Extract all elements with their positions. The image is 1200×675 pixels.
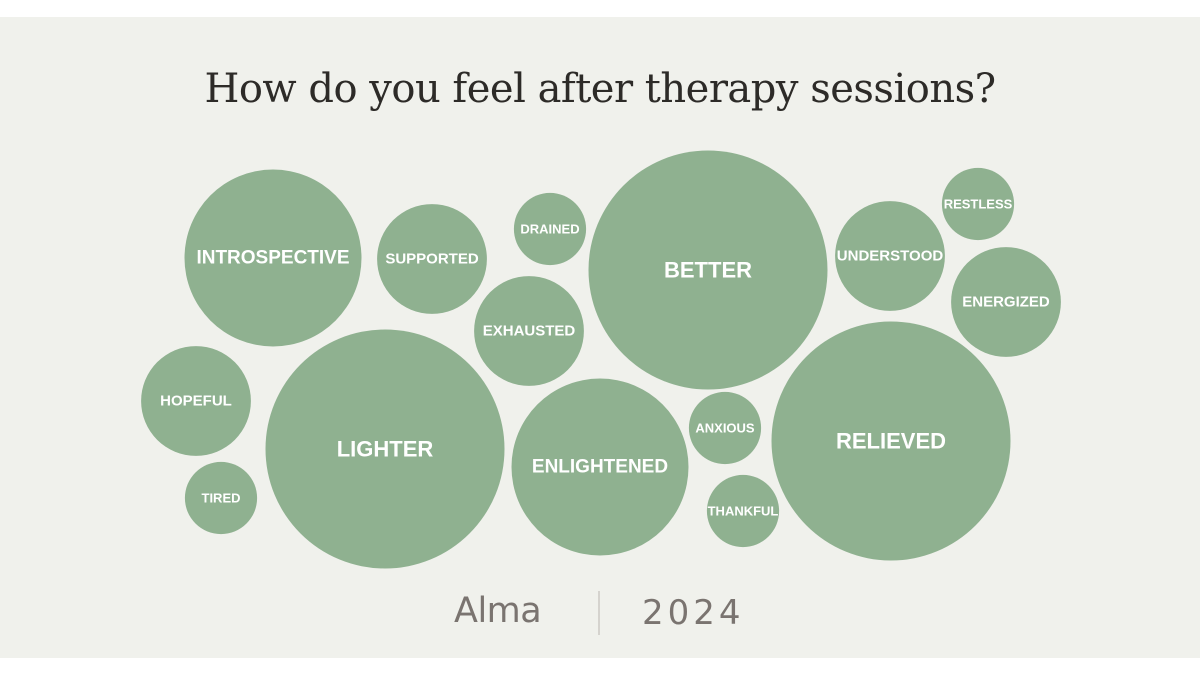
chart-title: How do you feel after therapy sessions? <box>204 66 996 112</box>
bubble-label-understood: UNDERSTOOD <box>837 248 944 265</box>
bubble-label-energized: ENERGIZED <box>962 294 1050 311</box>
bubble-thankful <box>706 474 780 548</box>
bubble-label-relieved: RELIEVED <box>836 429 946 454</box>
bubble-label-supported: SUPPORTED <box>385 251 479 268</box>
bubble-label-hopeful: HOPEFUL <box>160 393 232 410</box>
bubble-label-drained: DRAINED <box>520 222 579 237</box>
bubble-label-introspective: INTROSPECTIVE <box>196 248 349 269</box>
bubble-label-enlightened: ENLIGHTENED <box>532 457 668 478</box>
bubble-exhausted <box>474 276 584 386</box>
bubble-supported <box>377 204 487 314</box>
bubble-understood <box>835 201 945 311</box>
bubble-tired <box>184 461 258 535</box>
bubble-relieved <box>771 321 1011 561</box>
bubble-anxious <box>688 391 762 465</box>
bubble-label-tired: TIRED <box>202 491 241 506</box>
bubble-introspective <box>184 169 362 347</box>
brand-logo: Alma <box>454 591 542 631</box>
bubble-label-thankful: THANKFUL <box>708 504 779 519</box>
bubble-hopeful <box>141 346 251 456</box>
footer-year: 2024 <box>642 593 745 633</box>
bubble-label-exhausted: EXHAUSTED <box>483 323 576 340</box>
bubble-label-lighter: LIGHTER <box>337 437 434 462</box>
bubble-lighter <box>265 329 505 569</box>
bubble-better <box>588 150 828 390</box>
bubble-restless <box>941 167 1015 241</box>
bubble-enlightened <box>511 378 689 556</box>
footer-divider <box>598 591 600 635</box>
bubble-drained <box>513 192 587 266</box>
bubble-label-anxious: ANXIOUS <box>695 421 755 436</box>
bubble-label-better: BETTER <box>664 258 752 283</box>
footer: Alma 2024 <box>0 585 1200 643</box>
bubble-label-restless: RESTLESS <box>944 197 1013 212</box>
bubble-energized <box>951 247 1061 357</box>
